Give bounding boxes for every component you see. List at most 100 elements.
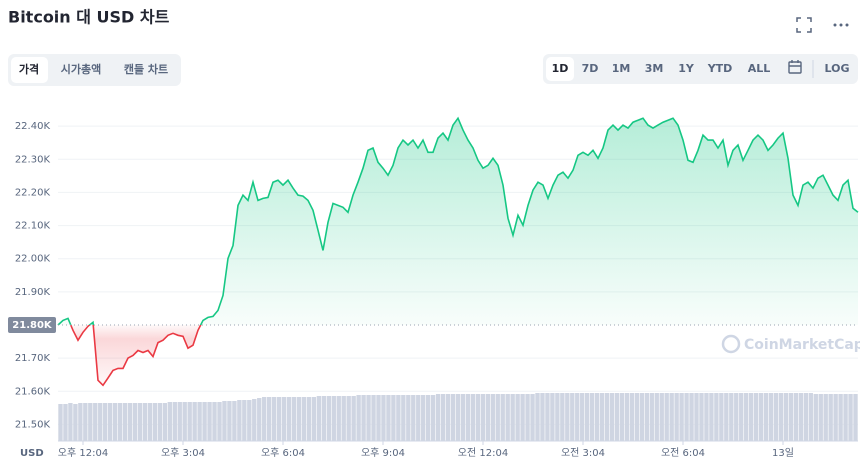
range-button[interactable]: 1D [552,62,569,75]
tab[interactable]: 시가총액 [61,62,101,76]
volume-bar [227,401,232,441]
price-area [58,118,858,386]
volume-bar [346,396,351,441]
volume-bar [83,403,88,441]
volume-bar [838,394,843,441]
range-selected[interactable] [546,57,574,81]
volume-bar [654,393,659,441]
volume-bar [614,393,620,441]
volume-bar [103,403,108,441]
volume-bar [197,402,202,441]
volume-bar [316,396,322,441]
volume-bar [177,402,182,441]
volume-bar [763,393,769,441]
volume-bar [450,394,456,441]
volume-bar [366,395,371,441]
range-button[interactable]: 1Y [678,62,695,75]
volume-bar [629,393,635,441]
tab[interactable]: 가격 [19,62,39,76]
watermark-text: CoinMarketCap [744,337,860,353]
volume-bar [68,403,73,441]
volume-bar [376,395,381,441]
tab-group [8,54,181,86]
tab-selected[interactable] [11,57,48,83]
volume-bar [222,401,227,441]
more-icon[interactable] [833,23,849,27]
range-button[interactable]: YTD [707,62,733,75]
volume-bar [520,394,525,441]
volume-bar [266,397,272,441]
volume-bar [341,396,346,441]
volume-bar [416,395,421,441]
volume-bar [430,395,436,441]
volume-bar [778,393,784,441]
volume-bar [510,394,515,441]
y-tick-label: 22.20K [15,187,51,198]
volume-bar [589,393,595,441]
volume-bar [495,394,500,441]
volume-bar [619,393,625,441]
y-tick-label: 22.00K [15,254,51,265]
volume-bar [644,393,650,441]
volume-bar [848,394,853,441]
volume-bar [212,402,217,441]
y-tick-label: 21.90K [15,287,51,298]
volume-bar [107,403,113,441]
volume-bar [421,395,426,441]
volume-bar [565,393,570,441]
x-tick-label: 13일 [772,447,794,459]
volume-bar [78,403,83,441]
volume-bar [793,393,799,441]
volume-bar [768,393,774,441]
volume-bar [500,394,505,441]
volume-bar [202,402,207,441]
volume-bar [505,394,510,441]
volume-bar [704,393,709,441]
range-button[interactable]: 1M [612,62,631,75]
x-tick-label: 오후 3:04 [161,447,205,459]
volume-bar [93,403,98,441]
volume-bar [709,393,714,441]
volume-bar [753,393,759,441]
volume-bar [247,400,252,441]
volume-bar [689,393,694,441]
price-line [57,116,859,387]
volume-bar [719,393,724,441]
volume-bar [276,397,282,441]
volume-bar [679,393,684,441]
range-button[interactable]: ALL [748,62,771,75]
volume-bar [207,402,212,441]
volume-bar [684,393,689,441]
volume-bar [659,393,664,441]
volume-bar [152,403,158,441]
fullscreen-icon[interactable] [796,17,812,33]
volume-bar [122,403,128,441]
volume-bar [773,393,779,441]
log-button[interactable]: LOG [825,62,850,75]
volume-bar [237,400,242,441]
volume-bar [599,393,605,441]
volume-bar [252,399,257,441]
volume-bar [426,395,431,441]
range-button[interactable]: 3M [645,62,664,75]
volume-bar [296,397,302,441]
calendar-icon[interactable] [788,60,802,74]
volume-bar [460,394,466,441]
volume-bar [232,401,237,441]
volume-bar [525,394,530,441]
volume-bar [818,394,823,441]
volume-bar [435,394,441,441]
volume-bar [112,403,118,441]
range-button[interactable]: 7D [582,62,599,75]
axis-label: USD [20,448,44,459]
chart-title: Bitcoin 대 USD 차트 [8,8,170,27]
volume-bar [550,393,555,441]
tab[interactable]: 캔들 차트 [124,62,168,76]
volume-bar [306,397,312,441]
volume-bar [515,394,520,441]
volume-bar [624,393,630,441]
volume-bar [242,400,247,441]
volume-bar [88,403,93,441]
volume-bar [147,403,153,441]
range-group [543,54,858,84]
